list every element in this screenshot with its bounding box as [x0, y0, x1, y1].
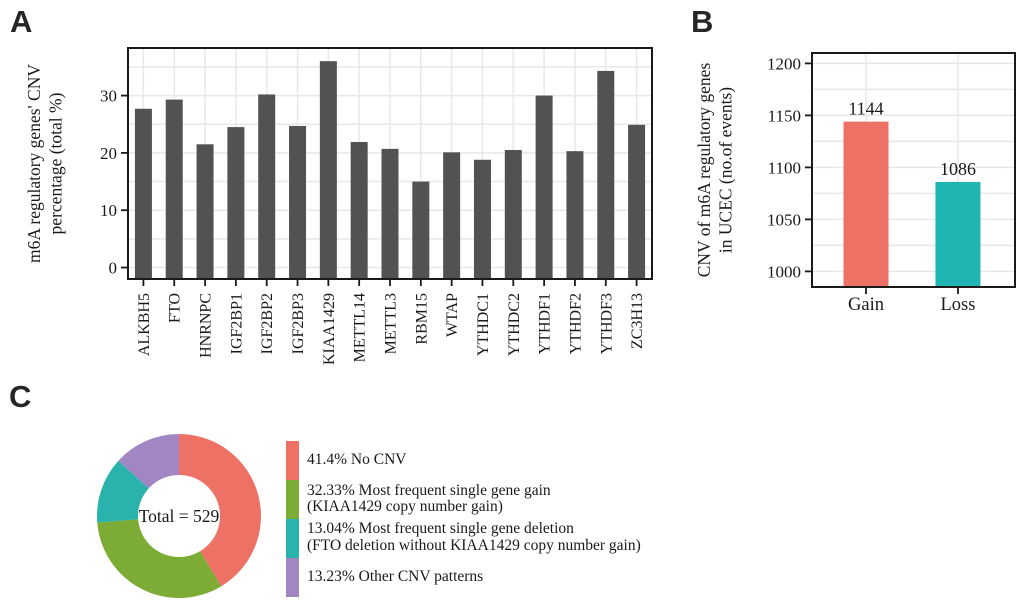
x-category-label: YTHDF1: [537, 293, 554, 354]
bar-IGF2BP1: [227, 127, 245, 279]
y-axis-title-line2: in UCEC (no.of events): [716, 87, 736, 253]
legend-swatch: [286, 557, 299, 597]
legend-label: 13.04% Most frequent single gene deletio…: [307, 520, 641, 555]
x-category-label: KIAA1429: [321, 293, 338, 365]
bar-IGF2BP3: [289, 125, 307, 279]
y-axis-title-line1: CNV of m6A regulatory genes: [694, 63, 714, 278]
y-tick-label: 1000: [767, 262, 801, 281]
y-tick-label: 1100: [768, 158, 801, 177]
y-axis-title-line2: percentage (total %): [46, 92, 66, 234]
donut-center-label: Total = 529: [138, 506, 220, 526]
legend-label: 41.4% No CNV: [307, 451, 407, 469]
bar-WTAP: [443, 152, 461, 279]
y-tick-label: 1200: [767, 54, 801, 73]
x-category-label: IGF2BP3: [290, 293, 307, 354]
y-tick-label: 30: [100, 87, 117, 106]
bar-RBM15: [412, 181, 430, 279]
x-category-label: Loss: [940, 295, 975, 315]
donut-legend: 41.4% No CNV 32.33% Most frequent single …: [286, 441, 641, 597]
bar-ALKBH5: [134, 108, 152, 279]
bar-YTHDF2: [566, 151, 584, 279]
x-category-label: RBM15: [413, 293, 430, 345]
donut-slice-3: [118, 434, 179, 489]
bar-value-label: 1086: [940, 159, 976, 179]
bar-YTHDC2: [504, 150, 522, 279]
donut-slice-2: [97, 460, 149, 523]
x-category-label: YTHDC2: [506, 293, 523, 356]
bar-YTHDF1: [535, 95, 553, 279]
legend-swatch: [286, 441, 299, 480]
y-tick-label: 1150: [768, 106, 801, 125]
bar-YTHDF3: [597, 70, 615, 279]
legend-item-3: 13.23% Other CNV patterns: [286, 557, 641, 597]
legend-item-1: 32.33% Most frequent single gene gain (K…: [286, 479, 641, 519]
y-tick-label: 20: [100, 144, 117, 163]
panel-c-letter: C: [9, 379, 32, 414]
x-category-label: YTHDF2: [567, 293, 584, 354]
legend-label: 13.23% Other CNV patterns: [307, 567, 484, 585]
plot-a-frame: [127, 47, 653, 280]
y-tick-label: 0: [109, 258, 118, 277]
legend-swatch: [286, 479, 299, 519]
x-category-label: Gain: [848, 295, 884, 315]
x-category-label: IGF2BP1: [228, 293, 245, 354]
x-category-label: ALKBH5: [136, 293, 153, 356]
x-category-label: HNRNPC: [198, 293, 215, 358]
legend-label: 32.33% Most frequent single gene gain (K…: [307, 481, 551, 516]
legend-item-0: 41.4% No CNV: [286, 441, 641, 480]
legend-item-2: 13.04% Most frequent single gene deletio…: [286, 518, 641, 558]
x-category-label: IGF2BP2: [259, 293, 276, 354]
x-category-label: YTHDC1: [475, 293, 492, 356]
y-tick-label: 10: [100, 201, 117, 220]
bar-KIAA1429: [319, 61, 337, 279]
x-category-label: ZC3H13: [629, 293, 646, 349]
panel-b-letter: B: [691, 4, 714, 39]
donut-slice-0: [179, 434, 261, 587]
bar-IGF2BP2: [258, 94, 276, 279]
bar-YTHDC1: [473, 159, 491, 279]
x-category-label: WTAP: [444, 293, 461, 337]
bar-FTO: [165, 99, 183, 279]
x-category-label: YTHDF3: [598, 293, 615, 354]
plot-b-frame: [811, 52, 1016, 288]
legend-swatch: [286, 518, 299, 558]
bar-Loss: [935, 181, 981, 287]
panel-a-letter: A: [10, 4, 33, 39]
x-category-label: METTL14: [352, 293, 369, 362]
y-axis-title-line1: m6A regulatory genes' CNV: [24, 64, 44, 263]
bar-ZC3H13: [628, 124, 646, 279]
y-tick-label: 1050: [767, 210, 801, 229]
bar-METTL14: [350, 142, 368, 279]
bar-HNRNPC: [196, 144, 214, 279]
bar-value-label: 1144: [848, 99, 883, 119]
bar-Gain: [843, 121, 889, 287]
donut-slice-1: [97, 519, 222, 598]
bar-METTL3: [381, 148, 399, 279]
x-category-label: METTL3: [383, 293, 400, 354]
x-category-label: FTO: [167, 293, 184, 323]
